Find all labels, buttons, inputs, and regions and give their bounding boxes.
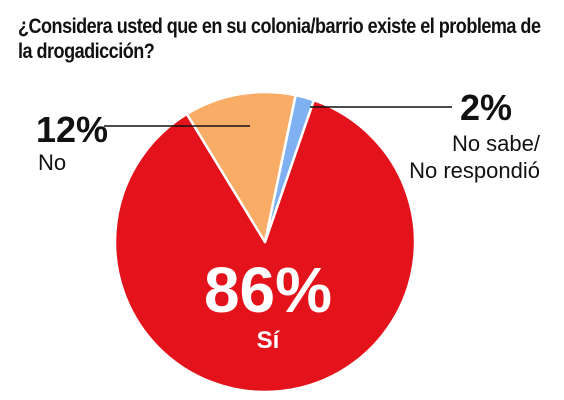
slice-si-value-label: 86% — [204, 254, 332, 326]
slice-no-name-label: No — [38, 150, 66, 175]
chart-title: ¿Considera usted que en su colonia/barri… — [18, 15, 541, 63]
slice-nosabe-name-line-1: No sabe/ — [452, 131, 541, 156]
slice-si — [113, 98, 417, 394]
slice-si-name-label: Sí — [257, 327, 281, 354]
slice-no — [185, 90, 297, 244]
slice-nosabe-name-line-2: No respondió — [409, 158, 540, 183]
slice-nosabe-value-label: 2% — [460, 87, 512, 128]
slice-nosabe — [263, 93, 316, 244]
leader-lines — [104, 106, 452, 127]
slice-no-value-label: 12% — [36, 109, 108, 150]
pie-slices — [113, 90, 417, 394]
